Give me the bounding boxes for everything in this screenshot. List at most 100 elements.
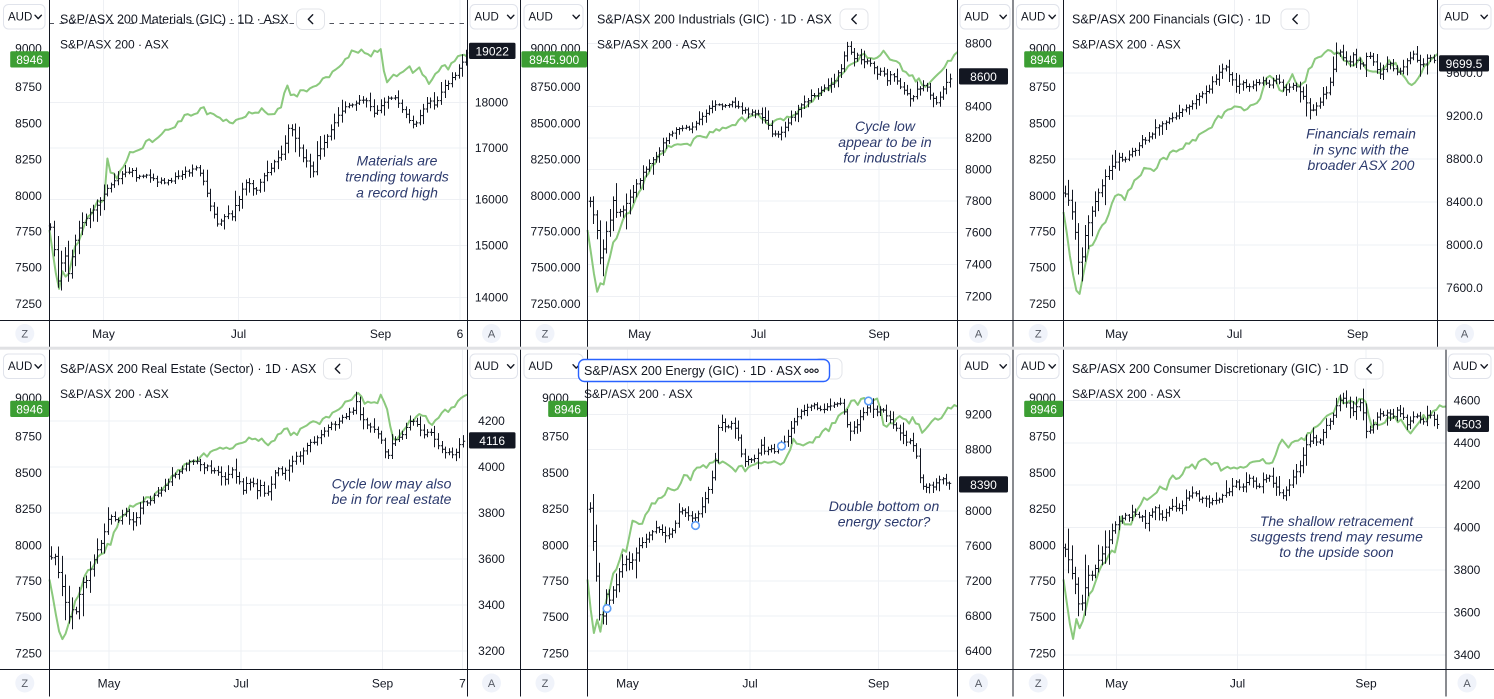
svg-text:A: A bbox=[975, 329, 983, 341]
svg-text:AUD: AUD bbox=[475, 361, 499, 373]
svg-text:S&P/ASX 200 · ASX: S&P/ASX 200 · ASX bbox=[597, 38, 706, 52]
svg-text:7600.0: 7600.0 bbox=[1446, 281, 1483, 295]
svg-text:AUD: AUD bbox=[1021, 361, 1045, 373]
svg-text:8946: 8946 bbox=[16, 53, 43, 67]
svg-text:4200: 4200 bbox=[478, 414, 505, 428]
svg-text:7: 7 bbox=[459, 677, 466, 691]
svg-text:Sep: Sep bbox=[372, 677, 394, 691]
svg-text:S&P/ASX 200 · ASX: S&P/ASX 200 · ASX bbox=[584, 387, 693, 401]
svg-text:S&P/ASX 200 Industrials (GIC): S&P/ASX 200 Industrials (GIC) · 1D · ASX bbox=[597, 13, 832, 27]
svg-text:AUD: AUD bbox=[1021, 12, 1045, 24]
svg-text:7250: 7250 bbox=[15, 297, 42, 311]
svg-text:to the upside soon: to the upside soon bbox=[1279, 544, 1394, 560]
svg-text:Jul: Jul bbox=[751, 327, 766, 341]
svg-text:8000: 8000 bbox=[1029, 538, 1056, 552]
svg-text:Jul: Jul bbox=[1230, 677, 1245, 691]
svg-text:8800.0: 8800.0 bbox=[1446, 152, 1483, 166]
svg-text:4503: 4503 bbox=[1455, 417, 1482, 431]
svg-text:9200.0: 9200.0 bbox=[1446, 109, 1483, 123]
svg-text:4600: 4600 bbox=[1454, 394, 1481, 408]
svg-text:4000: 4000 bbox=[478, 460, 505, 474]
svg-text:AUD: AUD bbox=[8, 361, 32, 373]
svg-text:AUD: AUD bbox=[8, 12, 32, 24]
svg-text:6: 6 bbox=[457, 327, 464, 341]
svg-text:May: May bbox=[98, 677, 121, 691]
svg-text:7250.000: 7250.000 bbox=[530, 297, 580, 311]
svg-text:suggests trend may resume: suggests trend may resume bbox=[1250, 529, 1423, 545]
svg-text:8750: 8750 bbox=[15, 430, 42, 444]
svg-text:AUD: AUD bbox=[1453, 361, 1477, 373]
svg-text:18000: 18000 bbox=[475, 96, 509, 110]
svg-text:19022: 19022 bbox=[476, 44, 510, 58]
svg-text:S&P/ASX 200 Energy (GIC) · 1D: S&P/ASX 200 Energy (GIC) · 1D · ASX bbox=[584, 364, 802, 378]
svg-text:7750: 7750 bbox=[542, 574, 569, 588]
svg-text:AUD: AUD bbox=[965, 12, 989, 24]
svg-text:8000: 8000 bbox=[965, 163, 992, 177]
svg-text:7500.000: 7500.000 bbox=[530, 261, 580, 275]
svg-text:8500: 8500 bbox=[1029, 466, 1056, 480]
svg-text:Jul: Jul bbox=[233, 677, 248, 691]
svg-text:4200: 4200 bbox=[1454, 478, 1481, 492]
svg-text:7600: 7600 bbox=[965, 226, 992, 240]
svg-text:6800: 6800 bbox=[965, 609, 992, 623]
svg-text:8750: 8750 bbox=[15, 80, 42, 94]
svg-text:8800: 8800 bbox=[965, 37, 992, 51]
svg-text:Z: Z bbox=[1035, 329, 1042, 341]
svg-text:Z: Z bbox=[542, 329, 549, 341]
svg-text:Z: Z bbox=[21, 678, 28, 690]
svg-text:9200: 9200 bbox=[965, 408, 992, 422]
svg-text:7200: 7200 bbox=[965, 290, 992, 304]
svg-text:A: A bbox=[1463, 678, 1471, 690]
svg-text:8000.000: 8000.000 bbox=[530, 189, 580, 203]
svg-text:S&P/ASX 200 Materials (GIC) ·: S&P/ASX 200 Materials (GIC) · 1D · ASX bbox=[60, 13, 289, 27]
svg-text:AUD: AUD bbox=[1445, 12, 1469, 24]
svg-text:3400: 3400 bbox=[478, 598, 505, 612]
svg-text:Z: Z bbox=[542, 678, 549, 690]
svg-text:8500: 8500 bbox=[15, 116, 42, 130]
svg-text:8000: 8000 bbox=[15, 538, 42, 552]
svg-text:15000: 15000 bbox=[475, 239, 509, 253]
svg-text:8000: 8000 bbox=[1029, 189, 1056, 203]
svg-text:May: May bbox=[1105, 677, 1128, 691]
svg-text:4400: 4400 bbox=[1454, 436, 1481, 450]
svg-text:8000: 8000 bbox=[965, 504, 992, 518]
svg-text:8500.000: 8500.000 bbox=[530, 116, 580, 130]
svg-text:8500: 8500 bbox=[15, 466, 42, 480]
svg-text:Sep: Sep bbox=[868, 677, 890, 691]
svg-text:8500: 8500 bbox=[542, 466, 569, 480]
svg-text:16000: 16000 bbox=[475, 193, 509, 207]
svg-text:May: May bbox=[1105, 327, 1128, 341]
svg-text:for industrials: for industrials bbox=[843, 150, 926, 166]
svg-text:7400: 7400 bbox=[965, 258, 992, 272]
svg-text:Jul: Jul bbox=[1227, 327, 1242, 341]
svg-text:8946: 8946 bbox=[1030, 402, 1057, 416]
svg-text:8946: 8946 bbox=[1030, 53, 1057, 67]
svg-text:Cycle low: Cycle low bbox=[855, 118, 916, 134]
svg-text:8250.000: 8250.000 bbox=[530, 153, 580, 167]
svg-text:3600: 3600 bbox=[1454, 606, 1481, 620]
svg-text:17000: 17000 bbox=[475, 141, 509, 155]
svg-text:8750: 8750 bbox=[1029, 430, 1056, 444]
svg-text:8250: 8250 bbox=[15, 502, 42, 516]
svg-text:AUD: AUD bbox=[529, 12, 553, 24]
svg-text:8946: 8946 bbox=[16, 402, 43, 416]
svg-text:7500: 7500 bbox=[15, 610, 42, 624]
svg-text:7500: 7500 bbox=[1029, 610, 1056, 624]
svg-text:14000: 14000 bbox=[475, 291, 509, 305]
svg-text:8000.0: 8000.0 bbox=[1446, 238, 1483, 252]
svg-text:3800: 3800 bbox=[1454, 563, 1481, 577]
svg-text:A: A bbox=[975, 678, 983, 690]
svg-text:Financials remain: Financials remain bbox=[1306, 126, 1416, 142]
svg-text:a record high: a record high bbox=[356, 185, 438, 201]
svg-text:8800: 8800 bbox=[965, 443, 992, 457]
svg-text:energy sector?: energy sector? bbox=[838, 514, 931, 530]
svg-text:8750: 8750 bbox=[542, 430, 569, 444]
svg-text:7750: 7750 bbox=[1029, 225, 1056, 239]
svg-text:7250: 7250 bbox=[1029, 297, 1056, 311]
svg-text:7250: 7250 bbox=[15, 646, 42, 660]
svg-text:3600: 3600 bbox=[478, 552, 505, 566]
svg-text:A: A bbox=[1461, 329, 1469, 341]
svg-text:Sep: Sep bbox=[370, 327, 392, 341]
svg-text:8945.900: 8945.900 bbox=[529, 53, 579, 67]
svg-text:Z: Z bbox=[21, 329, 28, 341]
